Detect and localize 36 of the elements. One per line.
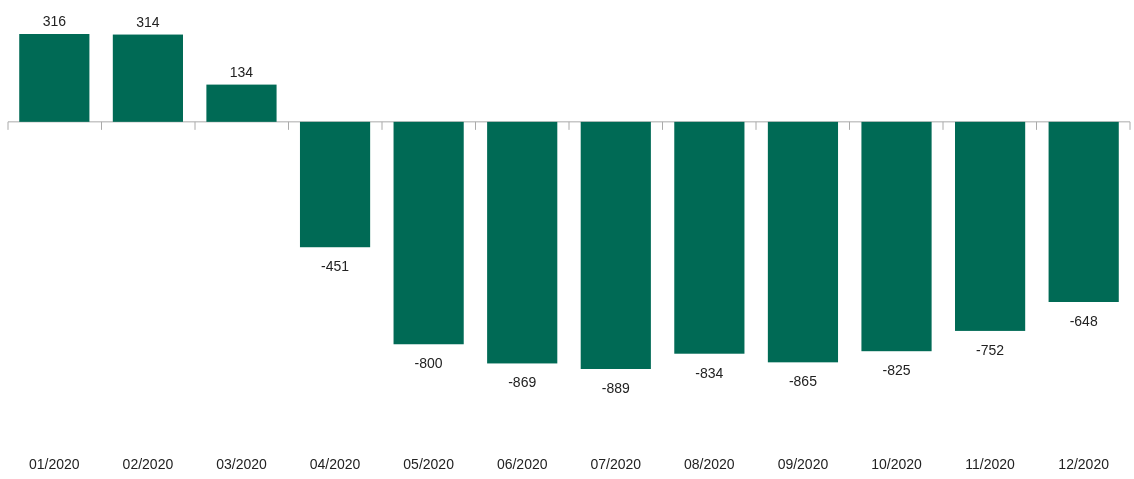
data-label: -889 [601, 380, 631, 396]
bar [393, 121, 464, 345]
x-tick-label: 06/2020 [496, 456, 548, 472]
bar [1048, 121, 1119, 302]
bar [487, 121, 558, 364]
data-label: 134 [229, 63, 254, 80]
bar [767, 121, 839, 363]
bar [299, 121, 371, 248]
data-label: -648 [1069, 313, 1098, 329]
bar [580, 121, 651, 369]
x-tick-label: 05/2020 [403, 456, 455, 472]
x-tick-label: 10/2020 [871, 456, 923, 472]
bar [861, 121, 932, 352]
data-label: -869 [508, 374, 537, 391]
bar [206, 84, 277, 122]
data-label: -752 [976, 341, 1005, 358]
bar [955, 121, 1026, 331]
x-tick-label: 12/2020 [1058, 456, 1110, 472]
x-tick-label: 03/2020 [216, 456, 267, 472]
data-label: -865 [788, 373, 818, 390]
x-tick-label: 08/2020 [684, 456, 735, 472]
x-tick-label: 09/2020 [777, 456, 829, 472]
x-tick-label: 01/2020 [29, 456, 80, 472]
data-label: -800 [414, 355, 443, 372]
data-label: 314 [136, 13, 160, 30]
bar [112, 34, 183, 122]
data-label: 316 [42, 13, 67, 29]
bar [19, 34, 90, 122]
data-label: -451 [321, 258, 350, 275]
x-tick-label: 07/2020 [590, 456, 642, 472]
data-label: -825 [882, 362, 911, 379]
x-tick-label: 02/2020 [122, 456, 174, 472]
x-tick-label: 11/2020 [965, 456, 1016, 472]
bar [674, 121, 745, 354]
data-label: -834 [695, 364, 724, 381]
x-tick-label: 04/2020 [309, 456, 361, 472]
